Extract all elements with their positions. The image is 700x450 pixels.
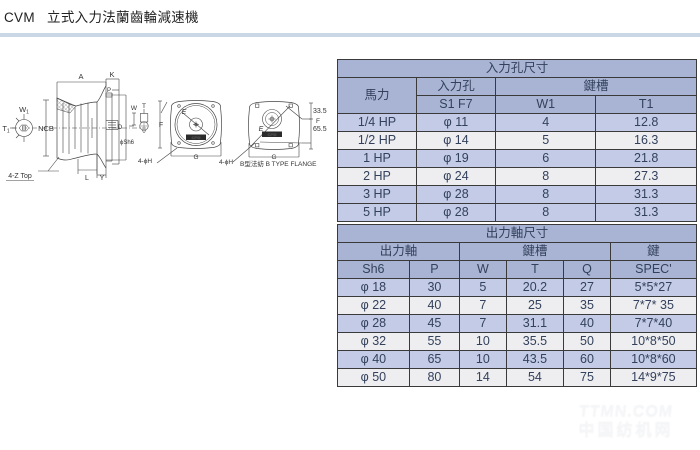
svg-text:P: P (107, 88, 111, 94)
svg-text:65.5: 65.5 (313, 126, 327, 133)
svg-text:4-Z Top: 4-Z Top (8, 173, 32, 180)
svg-text:G: G (193, 154, 198, 161)
svg-text:F: F (316, 118, 320, 125)
svg-text:F: F (159, 122, 163, 129)
svg-text:G: G (271, 154, 276, 161)
svg-text:4-ϕH: 4-ϕH (138, 158, 152, 165)
svg-text:E: E (259, 126, 264, 133)
svg-text:ϕSh6: ϕSh6 (120, 140, 135, 146)
svg-text:W: W (131, 105, 138, 112)
svg-text:CPG: CPG (192, 135, 201, 140)
svg-text:Y: Y (100, 175, 105, 182)
svg-text:K: K (109, 70, 114, 79)
svg-text:T: T (142, 103, 146, 110)
svg-text:L: L (85, 175, 89, 182)
svg-text:W1: W1 (19, 105, 29, 116)
svg-text:B型法蚄 B TYPE FLANGE: B型法蚄 B TYPE FLANGE (240, 159, 317, 168)
svg-text:NCB: NCB (38, 124, 54, 133)
svg-text:CPG: CPG (268, 132, 277, 137)
svg-text:E: E (182, 109, 187, 116)
svg-text:D: D (118, 124, 123, 131)
svg-text:T1: T1 (2, 124, 10, 135)
svg-text:33.5: 33.5 (313, 108, 327, 115)
svg-text:4-ϕH: 4-ϕH (219, 159, 233, 166)
svg-text:A: A (78, 72, 83, 81)
